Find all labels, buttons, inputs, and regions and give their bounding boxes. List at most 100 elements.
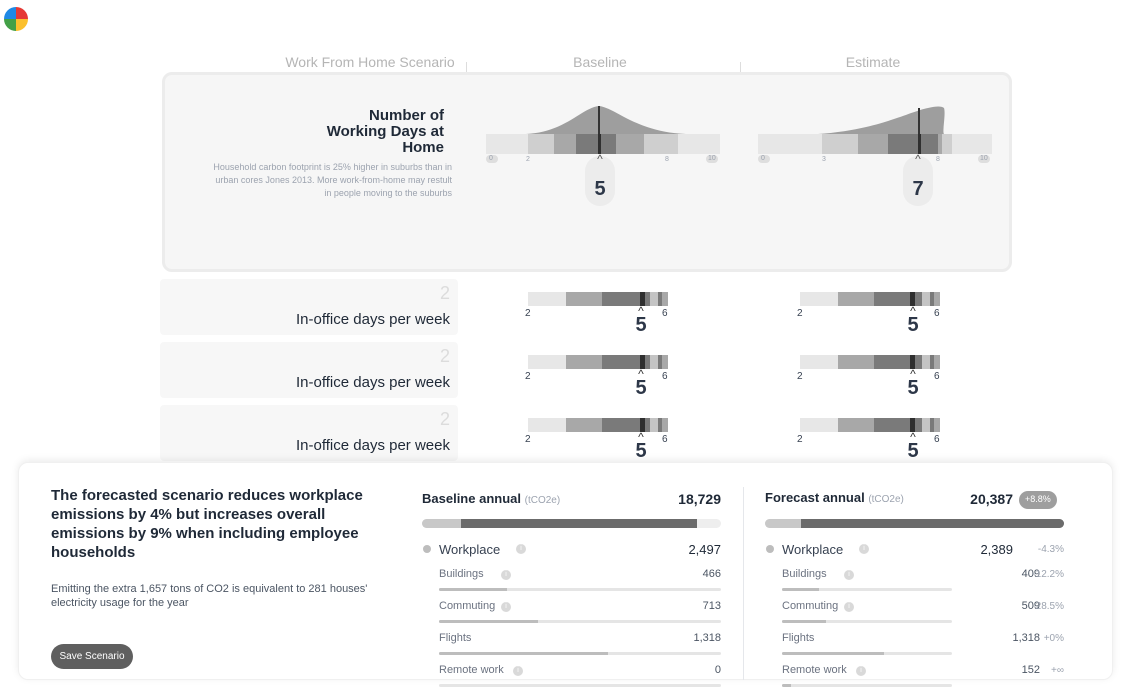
info-icon[interactable]: i — [501, 602, 511, 612]
forecast-annual-unit: (tCO2e) — [868, 494, 904, 505]
baseline-range-strip[interactable] — [486, 134, 720, 154]
baseline-row-low: 2 — [525, 308, 531, 319]
baseline-item-bar — [439, 652, 721, 655]
row-label: In-office days per week — [296, 374, 450, 391]
baseline-item-label: Buildings — [439, 568, 484, 580]
row-number: 2 — [439, 346, 450, 366]
estimate-row-high: 6 — [934, 308, 940, 319]
estimate-min-tick: 0 — [761, 155, 765, 162]
app-logo-icon — [4, 7, 28, 31]
baseline-row-high: 6 — [662, 434, 668, 445]
info-icon[interactable]: i — [859, 544, 869, 554]
forecast-item-pct: +∞ — [1051, 665, 1064, 676]
baseline-low-tick: 2 — [526, 156, 530, 163]
forecast-annual-bar — [765, 519, 1064, 528]
estimate-high-tick: 8 — [936, 156, 940, 163]
forecast-item-bar — [782, 652, 952, 655]
estimate-row-strip[interactable] — [800, 418, 940, 432]
estimate-value-pill[interactable] — [903, 156, 933, 206]
info-icon[interactable]: i — [844, 570, 854, 580]
baseline-category-label: Workplace — [439, 542, 501, 557]
forecast-item-value: 509 — [1021, 600, 1040, 612]
baseline-annual-bar — [422, 519, 721, 528]
estimate-column-header: Estimate — [845, 54, 901, 70]
estimate-row-strip[interactable] — [800, 292, 940, 306]
baseline-distribution-curve — [526, 106, 686, 134]
baseline-item-label: Commuting — [439, 600, 496, 612]
save-scenario-button[interactable]: Save Scenario — [51, 644, 133, 669]
forecast-item-value: 152 — [1021, 664, 1040, 676]
estimate-row-low: 2 — [797, 434, 803, 445]
info-icon[interactable]: i — [513, 666, 523, 676]
baseline-min-tick: 0 — [489, 155, 493, 162]
estimate-min-handle[interactable] — [758, 155, 770, 163]
summary-headline: The forecasted scenario reduces workplac… — [51, 487, 363, 561]
baseline-row-high: 6 — [662, 308, 668, 319]
variable-row[interactable]: 2 In-office days per week — [160, 342, 458, 398]
baseline-item-bar-fill — [439, 588, 507, 591]
estimate-row-value: 5 — [907, 377, 919, 399]
baseline-item-value: 1,318 — [693, 632, 721, 644]
baseline-high-tick: 8 — [665, 156, 669, 163]
summary-subtext: Emitting the extra 1,657 tons of CO2 is … — [51, 583, 368, 609]
baseline-item-label: Flights — [439, 632, 472, 644]
info-icon[interactable]: i — [844, 602, 854, 612]
baseline-row-strip[interactable] — [528, 418, 668, 432]
baseline-row-caret-icon: ^ — [638, 367, 644, 381]
forecast-item-pct: +0% — [1043, 633, 1064, 644]
baseline-row-value: 5 — [635, 440, 647, 462]
baseline-row-strip[interactable] — [528, 355, 668, 369]
estimate-range-strip[interactable] — [758, 134, 992, 154]
scenario-column-header: Work From Home Scenario — [285, 54, 455, 70]
row-number: 2 — [439, 283, 450, 303]
forecast-category-label: Workplace — [782, 542, 844, 557]
workplace-dot-icon — [423, 545, 431, 553]
baseline-max-handle[interactable] — [706, 155, 718, 163]
baseline-column-header: Baseline — [573, 54, 627, 70]
forecast-item-bar-fill — [782, 620, 827, 623]
variable-title: Number of Working Days at Home — [326, 107, 444, 156]
baseline-item-bar-fill — [439, 652, 609, 655]
forecast-category-pct: -4.3% — [1037, 544, 1064, 555]
forecast-annual-title-text: Forecast annual — [765, 490, 865, 505]
baseline-item-value: 466 — [702, 568, 721, 580]
variable-row[interactable]: 2 In-office days per week — [160, 279, 458, 335]
baseline-row-strip[interactable] — [528, 292, 668, 306]
forecast-annual-total: 20,387 — [970, 491, 1013, 507]
forecast-item-label: Remote work — [782, 664, 847, 676]
forecast-category-value: 2,389 — [980, 542, 1013, 557]
baseline-row-low: 2 — [525, 371, 531, 382]
row-label: In-office days per week — [296, 311, 450, 328]
estimate-row-strip[interactable] — [800, 355, 940, 369]
baseline-value: 5 — [594, 178, 606, 200]
baseline-row-value: 5 — [635, 314, 647, 336]
info-icon[interactable]: i — [856, 666, 866, 676]
forecast-item-label: Buildings — [782, 568, 827, 580]
estimate-row-high: 6 — [934, 371, 940, 382]
info-icon[interactable]: i — [516, 544, 526, 554]
estimate-row-value: 5 — [907, 314, 919, 336]
baseline-row-caret-icon: ^ — [638, 430, 644, 444]
baseline-caret-icon: ^ — [597, 152, 603, 166]
baseline-min-handle[interactable] — [486, 155, 498, 163]
baseline-value-pill[interactable] — [585, 156, 615, 206]
info-icon[interactable]: i — [501, 570, 511, 580]
estimate-row-low: 2 — [797, 371, 803, 382]
variable-row[interactable]: 2 In-office days per week — [160, 405, 458, 461]
baseline-annual-unit: (tCO2e) — [524, 495, 561, 506]
baseline-item-bar — [439, 620, 721, 623]
baseline-row-low: 2 — [525, 434, 531, 445]
baseline-row-caret-icon: ^ — [638, 304, 644, 318]
forecast-annual-title: Forecast annual (tCO2e) — [765, 490, 904, 505]
estimate-max-handle[interactable] — [978, 155, 990, 163]
baseline-item-value: 713 — [702, 600, 721, 612]
panel-divider — [743, 487, 744, 680]
baseline-row-high: 6 — [662, 371, 668, 382]
summary-panel — [18, 462, 1113, 680]
baseline-annual-total: 18,729 — [678, 491, 721, 507]
baseline-max-tick: 10 — [708, 155, 716, 162]
estimate-row-caret-icon: ^ — [910, 367, 916, 381]
workplace-dot-icon — [766, 545, 774, 553]
estimate-row-value: 5 — [907, 440, 919, 462]
baseline-annual-title: Baseline annual (tCO2e) — [422, 491, 560, 506]
